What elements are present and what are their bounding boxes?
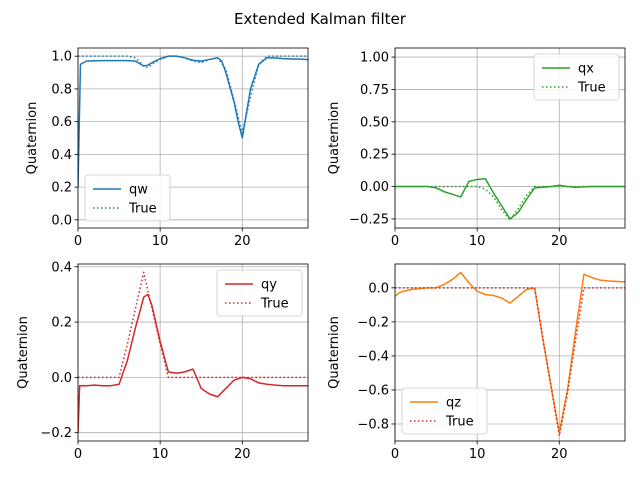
y-tick-label: 0.25 [360, 148, 389, 163]
series-line-true [78, 55, 308, 134]
x-tick-label: 0 [74, 234, 82, 249]
x-tick-label: 0 [391, 234, 399, 249]
legend-box [84, 174, 171, 222]
x-tick-label: 10 [469, 447, 486, 462]
legend-label: True [577, 81, 606, 96]
subplot-4: 0 10 20 −0.8 −0.6 −0.4 −0.2 0.0 Quaternion qz True [327, 263, 626, 462]
y-tick-label: −0.2 [40, 426, 72, 441]
legend-label: qw [129, 183, 148, 198]
y-tick-label: 0.2 [51, 316, 72, 331]
series-line-qx [395, 178, 625, 220]
x-tick-label: 10 [152, 447, 169, 462]
figure-title: Extended Kalman filter [234, 10, 407, 28]
y-tick-label: 0.0 [51, 213, 72, 228]
legend-box [401, 387, 488, 435]
y-tick-label: 0.6 [51, 115, 72, 130]
x-tick-label: 0 [391, 447, 399, 462]
subplot-3: 0 10 20 −0.2 0.0 0.2 0.4 Quaternion qy True [16, 260, 309, 462]
series-line-true [395, 287, 625, 437]
legend: qx True [533, 53, 620, 101]
y-tick-label: 1.00 [360, 51, 389, 66]
y-axis-label: Quaternion [327, 316, 342, 389]
y-tick-label: 0.8 [51, 82, 72, 97]
legend-label: qy [261, 278, 277, 293]
series-line-true [395, 185, 625, 221]
axes-frame [77, 263, 309, 442]
legend-box [216, 269, 303, 317]
y-axis-label: Quaternion [327, 102, 342, 175]
x-tick-label: 10 [469, 234, 486, 249]
axes-frame [77, 47, 309, 229]
y-tick-label: 1.0 [51, 50, 72, 65]
legend: qy True [216, 269, 303, 317]
x-tick-label: 10 [152, 234, 169, 249]
legend: qz True [401, 387, 488, 435]
subplot-1: 0 10 20 0.0 0.2 0.4 0.6 0.8 1.0 Quaternion qw True [25, 47, 309, 249]
legend-label: True [128, 202, 157, 217]
legend-label: qz [446, 396, 461, 411]
axes-frame [394, 263, 626, 442]
y-tick-label: 0.00 [360, 180, 389, 195]
x-tick-label: 20 [551, 234, 568, 249]
y-tick-label: 0.2 [51, 181, 72, 196]
axes-frame [394, 47, 626, 229]
y-tick-label: −0.2 [357, 315, 389, 330]
y-axis-label: Quaternion [16, 316, 31, 389]
series-line-qy [78, 293, 308, 433]
x-tick-label: 20 [234, 234, 251, 249]
y-tick-label: 0.50 [360, 115, 389, 130]
y-tick-label: −0.4 [357, 349, 389, 364]
y-axis-label: Quaternion [25, 102, 40, 175]
legend-label: qx [578, 62, 594, 77]
y-tick-label: −0.6 [357, 383, 389, 398]
x-tick-label: 20 [551, 447, 568, 462]
x-tick-label: 0 [74, 447, 82, 462]
subplot-2: 0 10 20 −0.25 0.00 0.25 0.50 0.75 1.00 Quaternion… [327, 47, 626, 249]
legend-label: True [445, 415, 474, 430]
y-tick-label: 0.4 [51, 148, 72, 163]
legend-box [533, 53, 620, 101]
series-line-qz [395, 271, 625, 434]
legend-label: True [260, 297, 289, 312]
y-tick-label: −0.8 [357, 417, 389, 432]
x-tick-label: 20 [234, 447, 251, 462]
legend: qw True [84, 174, 171, 222]
y-tick-label: −0.25 [349, 212, 389, 227]
y-tick-label: 0.75 [360, 83, 389, 98]
y-tick-label: 0.4 [51, 260, 72, 275]
y-tick-label: 0.0 [51, 371, 72, 386]
y-tick-label: 0.0 [368, 281, 389, 296]
